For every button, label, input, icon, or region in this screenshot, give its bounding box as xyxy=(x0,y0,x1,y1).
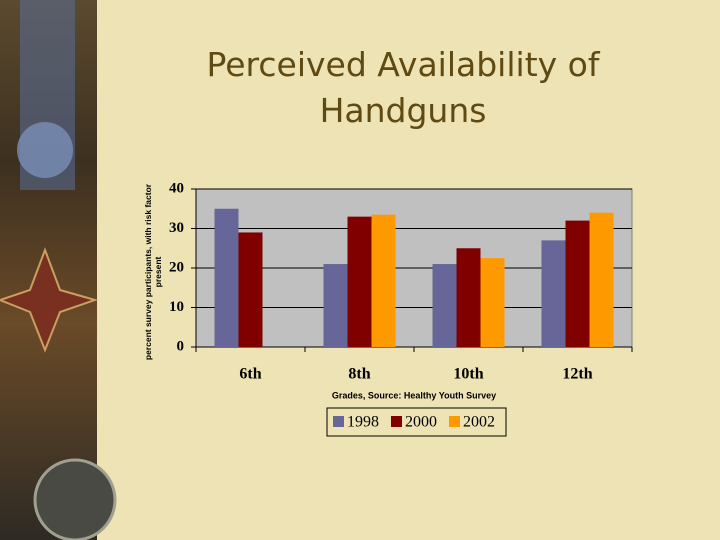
bar xyxy=(347,216,372,347)
legend-label: 2000 xyxy=(405,414,437,431)
legend-swatch xyxy=(333,416,344,427)
x-tick-label: 6th xyxy=(239,366,261,383)
x-axis-title: Grades, Source: Healthy Youth Survey xyxy=(332,390,496,400)
y-tick-label: 10 xyxy=(169,299,184,315)
y-axis-title: percent survey participants, with risk f… xyxy=(143,183,163,361)
y-tick-label: 40 xyxy=(169,180,184,196)
chart-title: Perceived Availability of Handguns xyxy=(206,45,600,130)
decorative-strip xyxy=(0,0,117,540)
legend-label: 1998 xyxy=(347,414,379,431)
legend-swatch xyxy=(449,416,460,427)
y-tick-label: 30 xyxy=(169,220,184,236)
bar xyxy=(565,220,590,347)
bar xyxy=(371,214,396,347)
bar xyxy=(238,232,263,347)
bar xyxy=(432,264,457,347)
bar xyxy=(589,212,614,347)
bar xyxy=(480,258,505,347)
bar xyxy=(456,248,481,347)
legend-swatch xyxy=(391,416,402,427)
bar xyxy=(541,240,566,347)
y-tick-label: 20 xyxy=(169,259,184,275)
y-tick-label: 0 xyxy=(177,338,185,354)
bar xyxy=(214,208,239,347)
legend-box xyxy=(326,407,507,437)
x-tick-label: 8th xyxy=(348,366,370,383)
x-tick-label: 12th xyxy=(562,366,592,383)
x-tick-label: 10th xyxy=(453,366,483,383)
legend-label: 2002 xyxy=(463,414,495,431)
bar xyxy=(323,264,348,347)
